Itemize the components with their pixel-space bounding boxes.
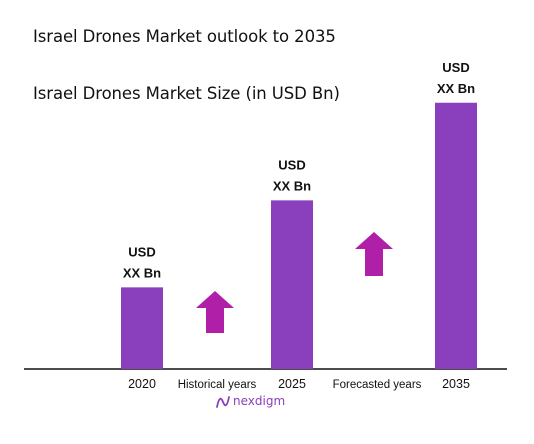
data-label-2025-line1: USD (278, 157, 305, 172)
nexdigm-wave-icon (216, 396, 230, 408)
bar-2035 (435, 102, 477, 369)
phase-label-historical: Historical years (178, 379, 257, 391)
bar-2025 (271, 200, 313, 369)
data-label-2025-line2: XX Bn (273, 178, 311, 193)
data-label-2020-line1: USD (128, 244, 155, 259)
x-tick-2025: 2025 (278, 377, 306, 391)
x-tick-2020: 2020 (128, 377, 156, 391)
data-label-2035-line2: XX Bn (437, 81, 475, 96)
x-tick-2035: 2035 (442, 377, 470, 391)
brand-logo: nexdigm (216, 394, 285, 408)
growth-arrow-historical-icon (196, 291, 234, 333)
bar-2020 (121, 287, 163, 369)
data-label-2035-line1: USD (442, 60, 469, 75)
arrows-group (196, 232, 393, 333)
labels-group: USD XX Bn 2020 USD XX Bn 2025 USD XX Bn 2035 (123, 60, 475, 391)
growth-arrow-forecast-icon (355, 232, 393, 276)
chart-title: Israel Drones Market outlook to 2035 (33, 27, 336, 46)
data-label-2020-line2: XX Bn (123, 265, 161, 280)
brand-name: nexdigm (233, 394, 285, 408)
phase-label-forecasted: Forecasted years (333, 379, 422, 391)
chart-subtitle: Israel Drones Market Size (in USD Bn) (33, 84, 340, 103)
bars-group (121, 102, 477, 369)
